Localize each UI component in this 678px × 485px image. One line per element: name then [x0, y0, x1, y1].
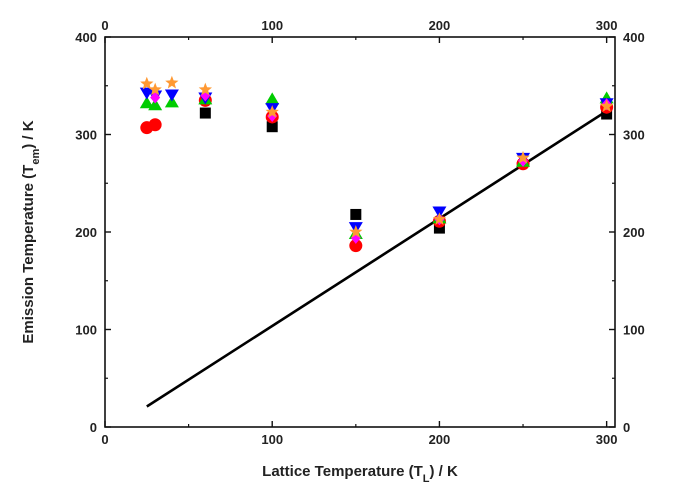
marker-star-6	[432, 212, 447, 225]
axis-ticks	[104, 36, 615, 428]
marker-square-1	[266, 121, 278, 133]
y-tick-label-right-0: 0	[623, 420, 630, 435]
x-tick-label-bottom-1: 100	[261, 432, 283, 447]
y-tick-label-left-4: 400	[75, 30, 97, 45]
x-tick-label-top-3: 300	[596, 18, 618, 33]
x-tick-label-top-2: 200	[429, 18, 451, 33]
marker-star-4	[265, 105, 279, 118]
fit-line	[146, 110, 608, 408]
marker-square-0	[199, 107, 211, 119]
y-tick-label-left-1: 100	[75, 323, 97, 338]
x-tick-label-bottom-2: 200	[429, 432, 451, 447]
y-tick-label-left-3: 300	[75, 128, 97, 143]
y-tick-label-left-0: 0	[90, 420, 97, 435]
fit-line-group	[146, 110, 608, 408]
marker-diamond-0	[150, 91, 161, 104]
marker-star-2	[165, 75, 179, 89]
x-axis-title: Lattice Temperature (TL) / K	[262, 463, 458, 485]
y-tick-label-right-2: 200	[623, 225, 645, 240]
marker-square-2	[350, 208, 362, 220]
marker-triangle-up-0	[139, 96, 154, 109]
marker-square-4	[601, 108, 613, 120]
marker-square-3	[433, 222, 445, 234]
marker-star-3	[198, 82, 212, 96]
marker-star-0	[140, 76, 154, 90]
y-tick-label-right-3: 300	[623, 128, 645, 143]
marker-star-1	[148, 82, 162, 96]
y-tick-label-left-2: 200	[75, 225, 97, 240]
y-tick-label-right-1: 100	[623, 323, 645, 338]
marker-star-5	[349, 225, 363, 238]
data-markers	[139, 75, 614, 253]
x-tick-label-bottom-0: 0	[101, 432, 108, 447]
marker-circle-4	[349, 239, 363, 253]
plot-frame	[104, 36, 616, 428]
x-tick-label-top-1: 100	[261, 18, 283, 33]
y-tick-label-right-4: 400	[623, 30, 645, 45]
x-tick-label-bottom-3: 300	[596, 432, 618, 447]
x-tick-label-top-0: 0	[101, 18, 108, 33]
marker-star-8	[600, 99, 614, 112]
y-axis-title: Emission Temperature (Tem) / K	[20, 120, 42, 343]
marker-circle-1	[148, 118, 162, 132]
marker-triangle-up-4	[265, 92, 280, 105]
marker-star-7	[516, 150, 530, 164]
marker-triangle-down-2	[164, 89, 179, 102]
marker-triangle-up-1	[148, 98, 163, 111]
